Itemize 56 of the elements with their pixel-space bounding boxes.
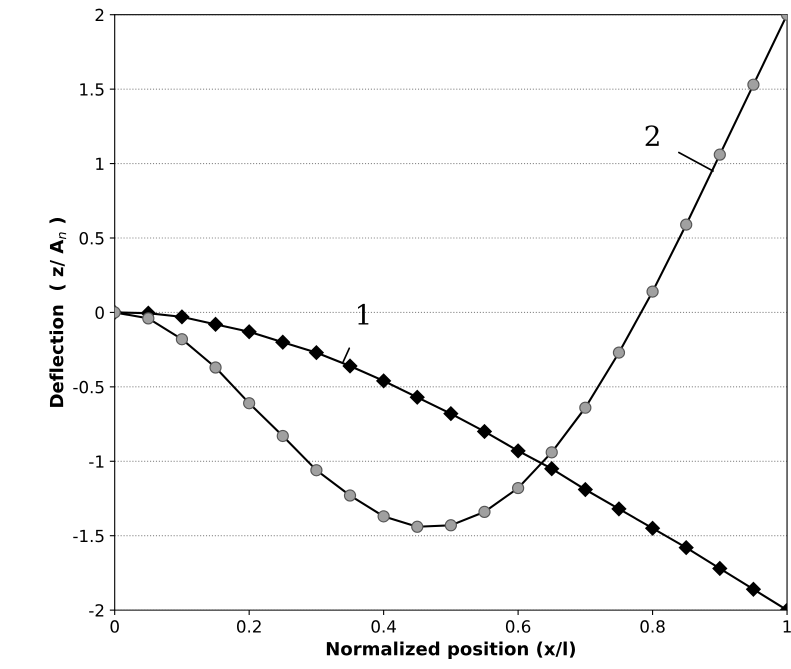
y-tick-label: 1.5 <box>80 83 104 96</box>
point <box>444 519 457 532</box>
y-tick-label: -1.5 <box>73 530 104 542</box>
point <box>510 443 526 458</box>
point <box>546 446 558 458</box>
x-tick-label: 0.8 <box>640 620 665 633</box>
annotation: 2 <box>646 125 659 146</box>
x-tick-label: 0.6 <box>506 620 530 633</box>
point <box>342 358 358 374</box>
point <box>477 424 492 439</box>
point <box>310 464 323 476</box>
x-tick-label: 0.4 <box>371 620 396 633</box>
point <box>208 316 223 332</box>
point <box>411 520 424 533</box>
point <box>209 361 222 374</box>
point <box>646 285 659 298</box>
point <box>376 373 392 388</box>
x-tick-label: 0.2 <box>237 620 261 633</box>
y-tick-label: -1 <box>89 455 104 468</box>
point <box>579 402 592 414</box>
point <box>308 345 324 360</box>
point <box>512 482 524 494</box>
y-axis-title: Deflection ( z/ A$_{n}$ ) <box>49 218 66 407</box>
point <box>645 520 660 536</box>
point <box>242 324 257 340</box>
x-tick-label: 0 <box>110 620 119 633</box>
y-tick-label: 2 <box>96 8 104 22</box>
point <box>174 309 190 324</box>
x-tick-label: 1 <box>784 620 791 633</box>
x-axis-title: Normalized position (x/l) <box>326 642 575 660</box>
point <box>243 397 256 410</box>
point <box>443 406 458 422</box>
point <box>275 334 290 350</box>
point <box>712 561 728 576</box>
y-tick-label: -2 <box>89 604 104 616</box>
point <box>142 312 154 324</box>
point <box>680 218 692 231</box>
point <box>544 461 560 476</box>
point <box>478 506 491 518</box>
point <box>747 78 760 91</box>
point <box>714 148 726 161</box>
point <box>276 430 289 442</box>
point <box>378 510 390 522</box>
y-tick-label: 1 <box>96 158 104 170</box>
point <box>344 489 356 502</box>
y-tick-label: 0 <box>95 306 104 319</box>
y-tick-label: -0.5 <box>73 380 104 394</box>
point <box>612 501 626 516</box>
point <box>746 582 761 597</box>
point <box>678 540 694 556</box>
point <box>410 390 425 405</box>
point <box>176 333 188 346</box>
annotation: 1 <box>358 304 368 325</box>
y-tick-label: 0.5 <box>80 232 104 245</box>
point <box>578 482 593 497</box>
point <box>612 346 626 359</box>
